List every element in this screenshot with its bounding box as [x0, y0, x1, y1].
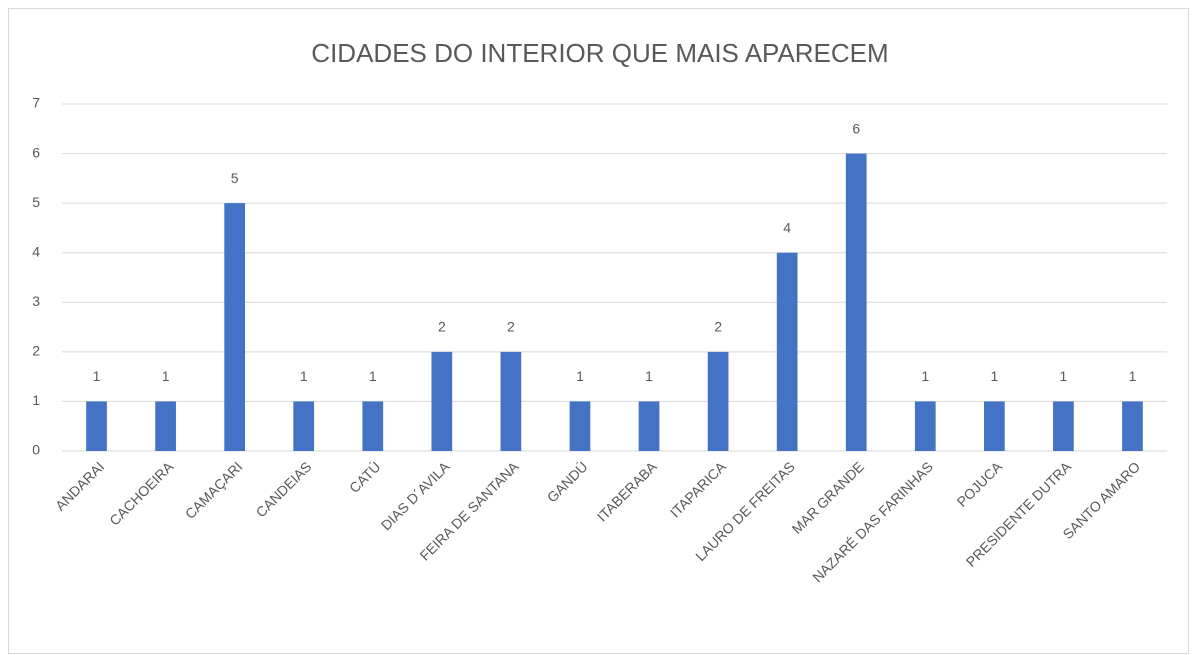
bar	[845, 153, 867, 452]
bar	[86, 401, 107, 451]
y-tick-label: 7	[32, 95, 40, 111]
bar	[155, 401, 176, 451]
bar	[362, 401, 384, 451]
data-label: 1	[921, 368, 929, 384]
bar	[1122, 401, 1143, 451]
chart-title: CIDADES DO INTERIOR QUE MAIS APARECEM	[311, 38, 888, 68]
y-tick-label: 5	[32, 194, 40, 210]
y-tick-label: 2	[32, 343, 40, 359]
data-label: 1	[645, 368, 653, 384]
data-label: 5	[231, 170, 239, 186]
bar	[224, 203, 246, 451]
data-label: 2	[438, 319, 446, 335]
bar	[569, 401, 591, 451]
bar	[1053, 401, 1074, 451]
data-label: 1	[576, 368, 584, 384]
bar	[431, 351, 453, 451]
y-tick-label: 3	[32, 293, 40, 309]
data-label: 6	[852, 120, 860, 136]
data-label: 4	[783, 219, 791, 235]
data-label: 1	[162, 368, 170, 384]
y-tick-label: 6	[32, 144, 40, 160]
data-label: 2	[714, 319, 722, 335]
bar	[707, 351, 729, 451]
y-tick-label: 1	[32, 392, 40, 408]
data-label: 2	[507, 319, 515, 335]
bar	[983, 401, 1005, 451]
y-tick-label: 0	[32, 442, 40, 458]
bar	[776, 252, 798, 451]
bar	[914, 401, 936, 451]
chart-border	[8, 8, 1189, 654]
data-label: 1	[1060, 368, 1068, 384]
data-label: 1	[990, 368, 998, 384]
data-label: 1	[93, 368, 101, 384]
bar	[293, 401, 315, 451]
data-label: 1	[300, 368, 308, 384]
bar	[638, 401, 660, 451]
data-label: 1	[1129, 368, 1137, 384]
y-tick-label: 4	[32, 243, 40, 259]
data-label: 1	[369, 368, 377, 384]
bar	[500, 351, 522, 451]
